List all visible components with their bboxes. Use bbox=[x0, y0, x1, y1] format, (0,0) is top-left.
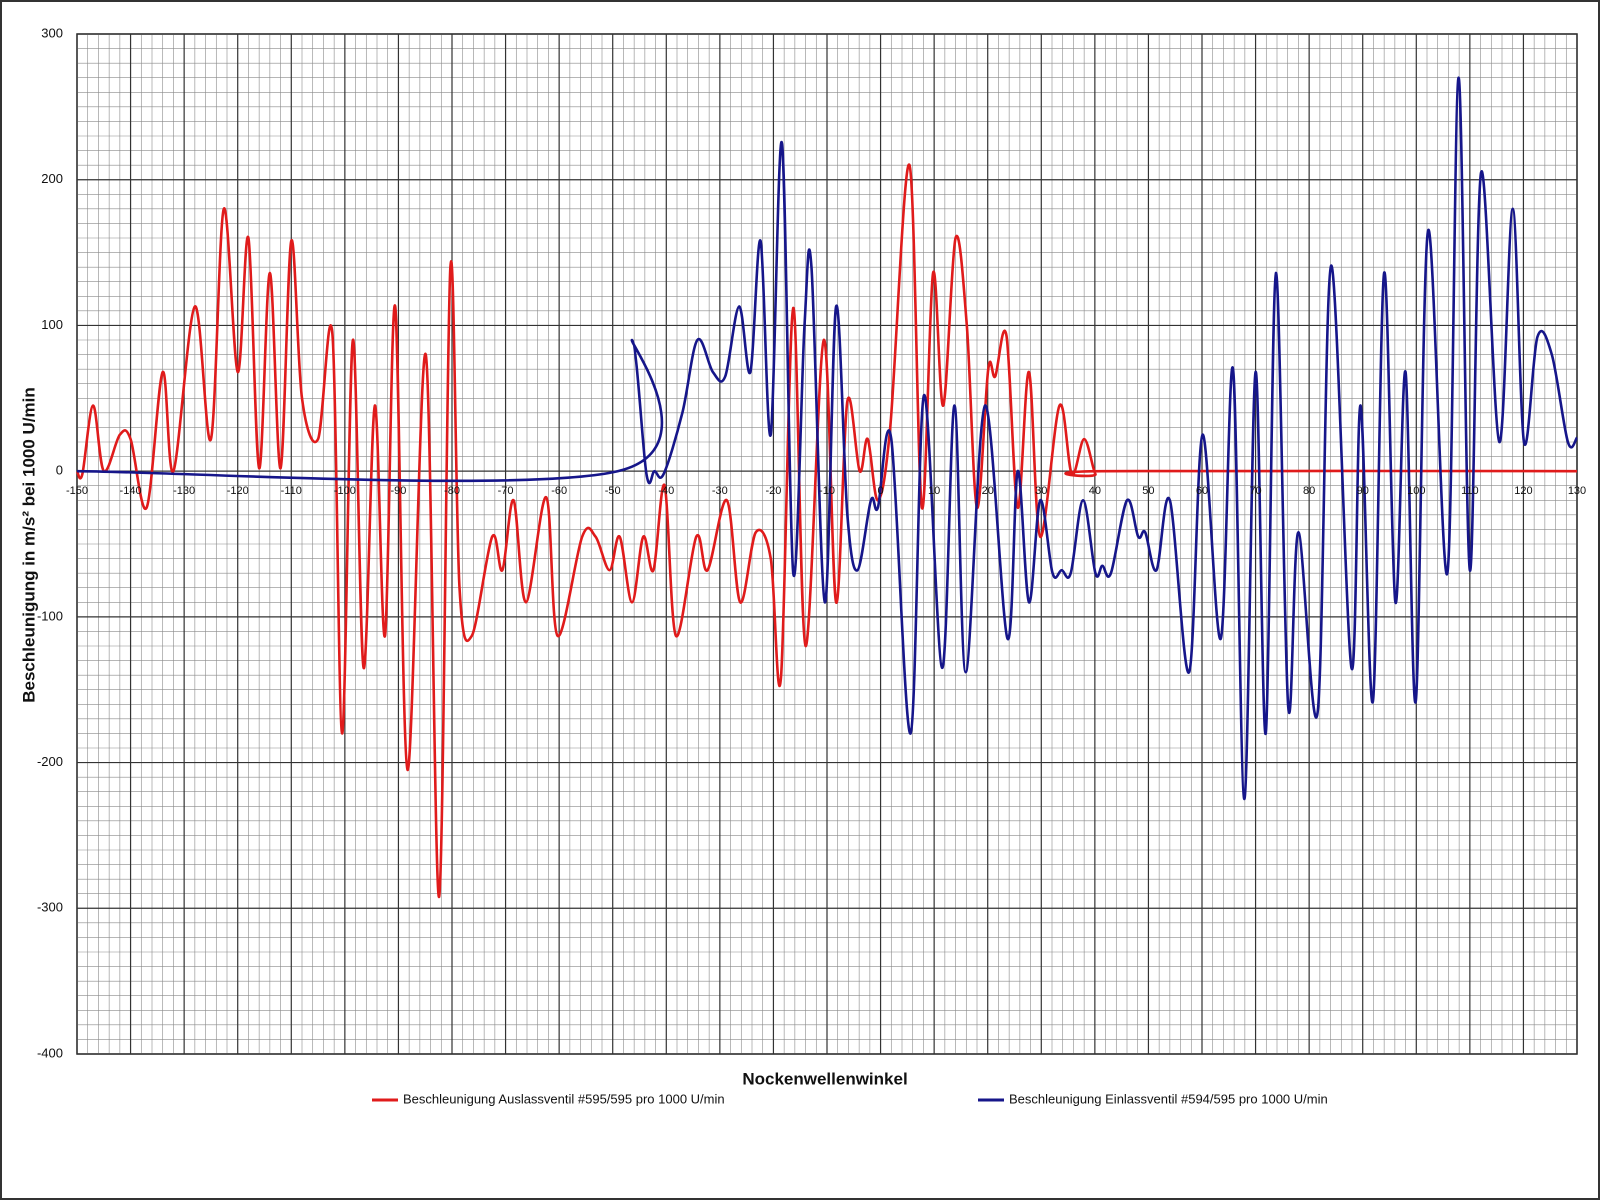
x-tick-label: -110 bbox=[281, 485, 302, 497]
x-tick-label: 70 bbox=[1249, 485, 1261, 497]
x-tick-label: 110 bbox=[1461, 485, 1479, 497]
x-tick-label: -20 bbox=[765, 485, 781, 497]
x-tick-label: 20 bbox=[982, 485, 994, 497]
plot bbox=[75, 76, 1579, 898]
x-tick-label: -150 bbox=[66, 485, 88, 497]
y-tick-label: -200 bbox=[37, 754, 63, 769]
x-tick-label: 90 bbox=[1357, 485, 1369, 497]
x-tick-label: 40 bbox=[1089, 485, 1101, 497]
x-tick-label: 30 bbox=[1035, 485, 1047, 497]
line bbox=[75, 163, 1578, 898]
y-tick-label: 200 bbox=[41, 171, 63, 186]
x-tick-label: -130 bbox=[173, 485, 195, 497]
y-tick-label: 100 bbox=[41, 317, 63, 332]
y-tick-label: -300 bbox=[37, 900, 63, 915]
x-tick-label: -120 bbox=[227, 485, 249, 497]
line bbox=[76, 76, 1579, 801]
legend-label: Beschleunigung Einlassventil #594/595 pr… bbox=[1009, 1091, 1328, 1106]
y-tick-label: 0 bbox=[56, 463, 63, 478]
x-tick-label: -50 bbox=[605, 485, 621, 497]
x-tick-label: 10 bbox=[928, 485, 940, 497]
x-tick-label: 60 bbox=[1196, 485, 1208, 497]
x-tick-label: -30 bbox=[712, 485, 728, 497]
x-tick-label: -100 bbox=[334, 485, 356, 497]
y-tick-label: 300 bbox=[41, 25, 63, 40]
x-tick-label: -10 bbox=[819, 485, 835, 497]
x-tick-label: 120 bbox=[1514, 485, 1532, 497]
x-axis-label: Nockenwellenwinkel bbox=[742, 1069, 907, 1088]
legend-label: Beschleunigung Auslassventil #595/595 pr… bbox=[403, 1091, 725, 1106]
x-tick-label: 100 bbox=[1407, 485, 1425, 497]
y-tick-label: -100 bbox=[37, 608, 63, 623]
x-tick-label: 80 bbox=[1303, 485, 1315, 497]
x-tick-label: 0 bbox=[878, 485, 884, 497]
y-tick-label: -400 bbox=[37, 1045, 63, 1060]
x-tick-label: -70 bbox=[498, 485, 514, 497]
x-tick-label: -90 bbox=[390, 485, 406, 497]
grid bbox=[76, 33, 1578, 1055]
y-axis-label: Beschleunigung in m/s² bei 1000 U/min bbox=[19, 387, 38, 703]
x-tick-label: 130 bbox=[1568, 485, 1586, 497]
x-tick-label: -80 bbox=[444, 485, 460, 497]
x-tick-label: -60 bbox=[551, 485, 567, 497]
x-tick-label: -40 bbox=[658, 485, 674, 497]
x-tick-label: 50 bbox=[1142, 485, 1154, 497]
x-tick-label: -140 bbox=[120, 485, 142, 497]
